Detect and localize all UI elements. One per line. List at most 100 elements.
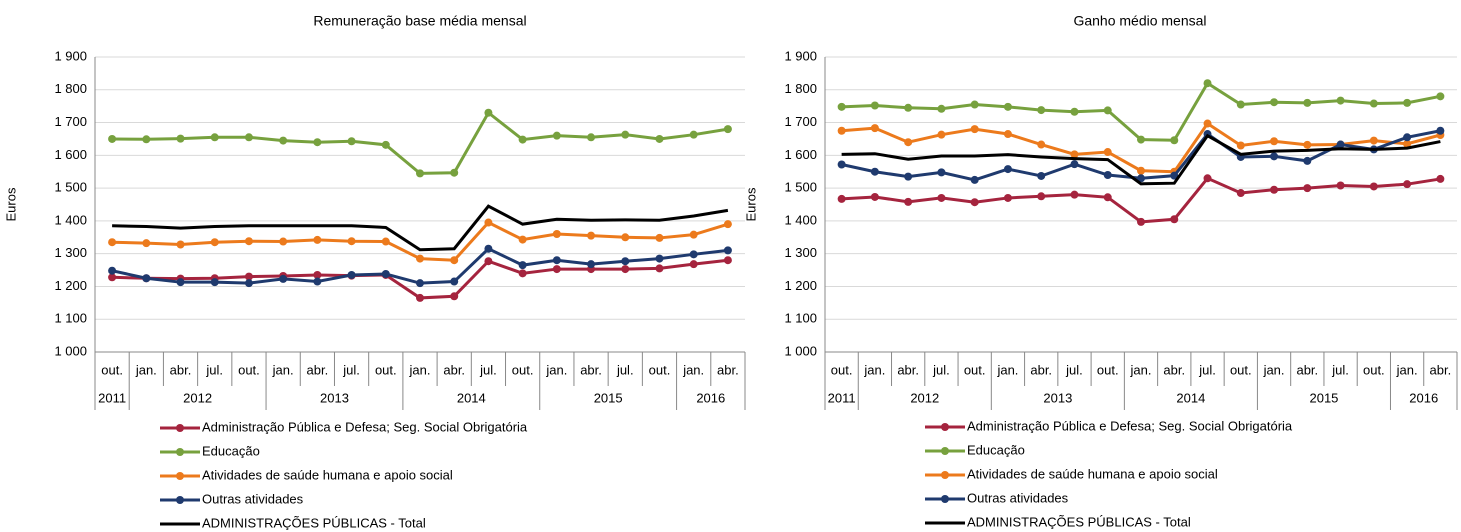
data-point	[837, 194, 846, 203]
x-tick-label: out.	[649, 362, 671, 377]
data-point	[1336, 181, 1345, 190]
data-point	[1070, 160, 1079, 169]
data-point	[1436, 126, 1445, 135]
data-point	[142, 239, 151, 248]
data-point	[1103, 148, 1112, 157]
data-point	[723, 246, 732, 255]
x-tick-label: jan.	[1396, 362, 1418, 377]
year-label: 2016	[1409, 390, 1438, 405]
data-point	[313, 270, 322, 279]
data-point	[552, 230, 561, 238]
y-tick-label: 1 000	[784, 343, 817, 358]
year-label: 2014	[457, 390, 486, 405]
data-point	[1270, 98, 1279, 107]
x-tick-label: jan.	[272, 362, 294, 377]
legend-marker	[176, 472, 184, 480]
year-label: 2012	[183, 390, 212, 405]
data-point	[1003, 102, 1012, 111]
data-point	[1236, 100, 1245, 109]
data-point	[1303, 98, 1312, 107]
data-point	[1037, 140, 1046, 149]
data-point	[484, 218, 493, 227]
x-tick-label: jul.	[1198, 362, 1216, 377]
y-tick-label: 1 300	[54, 245, 87, 260]
legend-marker	[176, 496, 184, 504]
data-point	[689, 130, 698, 139]
data-point	[1303, 184, 1312, 193]
y-tick-label: 1 700	[54, 114, 87, 129]
data-point	[552, 265, 561, 274]
data-point	[1369, 136, 1378, 145]
data-point	[1270, 185, 1279, 194]
data-point	[1170, 136, 1179, 145]
series-line	[841, 133, 1441, 186]
data-point	[108, 134, 117, 143]
x-tick-label: jan.	[545, 362, 567, 377]
data-point	[210, 238, 219, 247]
data-point	[381, 140, 390, 149]
data-point	[1203, 119, 1212, 128]
data-point	[313, 138, 322, 147]
data-point	[937, 130, 946, 139]
year-label: 2012	[910, 390, 939, 405]
year-label: 2011	[828, 390, 856, 405]
data-point	[587, 260, 596, 269]
legend-label: Atividades de saúde humana e apoio socia…	[202, 467, 453, 482]
data-point	[655, 134, 664, 143]
y-tick-label: 1 600	[54, 147, 87, 162]
x-tick-label: abr.	[717, 362, 739, 377]
x-tick-label: jul.	[1331, 362, 1349, 377]
data-point	[904, 197, 913, 206]
y-tick-label: 1 800	[784, 81, 817, 96]
x-tick-label: out.	[964, 362, 986, 377]
year-label: 2013	[1043, 390, 1072, 405]
data-point	[587, 231, 596, 240]
x-tick-label: jan.	[996, 362, 1018, 377]
data-point	[621, 233, 630, 242]
data-point	[1203, 79, 1212, 88]
legend-label: ADMINISTRAÇÕES PÚBLICAS - Total	[967, 514, 1191, 529]
data-point	[347, 270, 356, 279]
y-axis-title: Euros	[743, 187, 758, 221]
x-tick-label: jul.	[616, 362, 634, 377]
data-point	[1003, 130, 1012, 139]
x-tick-label: jul.	[479, 362, 497, 377]
data-point	[870, 101, 879, 110]
legend-marker	[941, 423, 949, 431]
year-label: 2015	[1309, 390, 1338, 405]
data-point	[723, 220, 732, 229]
legend-label: Administração Pública e Defesa; Seg. Soc…	[202, 419, 528, 434]
year-label: 2014	[1176, 390, 1205, 405]
y-tick-label: 1 900	[784, 48, 817, 63]
data-point	[723, 256, 732, 265]
x-tick-label: abr.	[443, 362, 465, 377]
data-point	[1103, 193, 1112, 202]
x-tick-label: abr.	[1163, 362, 1185, 377]
x-tick-label: out.	[512, 362, 534, 377]
y-tick-label: 1 600	[784, 147, 817, 162]
data-point	[1070, 150, 1079, 159]
data-point	[518, 261, 527, 270]
data-point	[279, 237, 288, 246]
data-point	[210, 278, 219, 287]
x-tick-label: jan.	[409, 362, 431, 377]
x-tick-label: abr.	[307, 362, 329, 377]
data-point	[837, 126, 846, 135]
y-tick-label: 1 200	[54, 278, 87, 293]
data-point	[108, 238, 117, 247]
x-tick-label: out.	[1230, 362, 1252, 377]
data-point	[1070, 107, 1079, 116]
data-point	[689, 260, 698, 269]
y-tick-label: 1 900	[54, 48, 87, 63]
data-point	[1336, 140, 1345, 149]
y-tick-label: 1 100	[54, 311, 87, 326]
data-point	[837, 160, 846, 169]
data-point	[1436, 174, 1445, 183]
x-tick-label: abr.	[170, 362, 192, 377]
data-point	[937, 168, 946, 177]
data-point	[970, 100, 979, 109]
data-point	[937, 193, 946, 202]
x-tick-label: abr.	[580, 362, 602, 377]
data-point	[870, 167, 879, 176]
data-point	[621, 130, 630, 139]
